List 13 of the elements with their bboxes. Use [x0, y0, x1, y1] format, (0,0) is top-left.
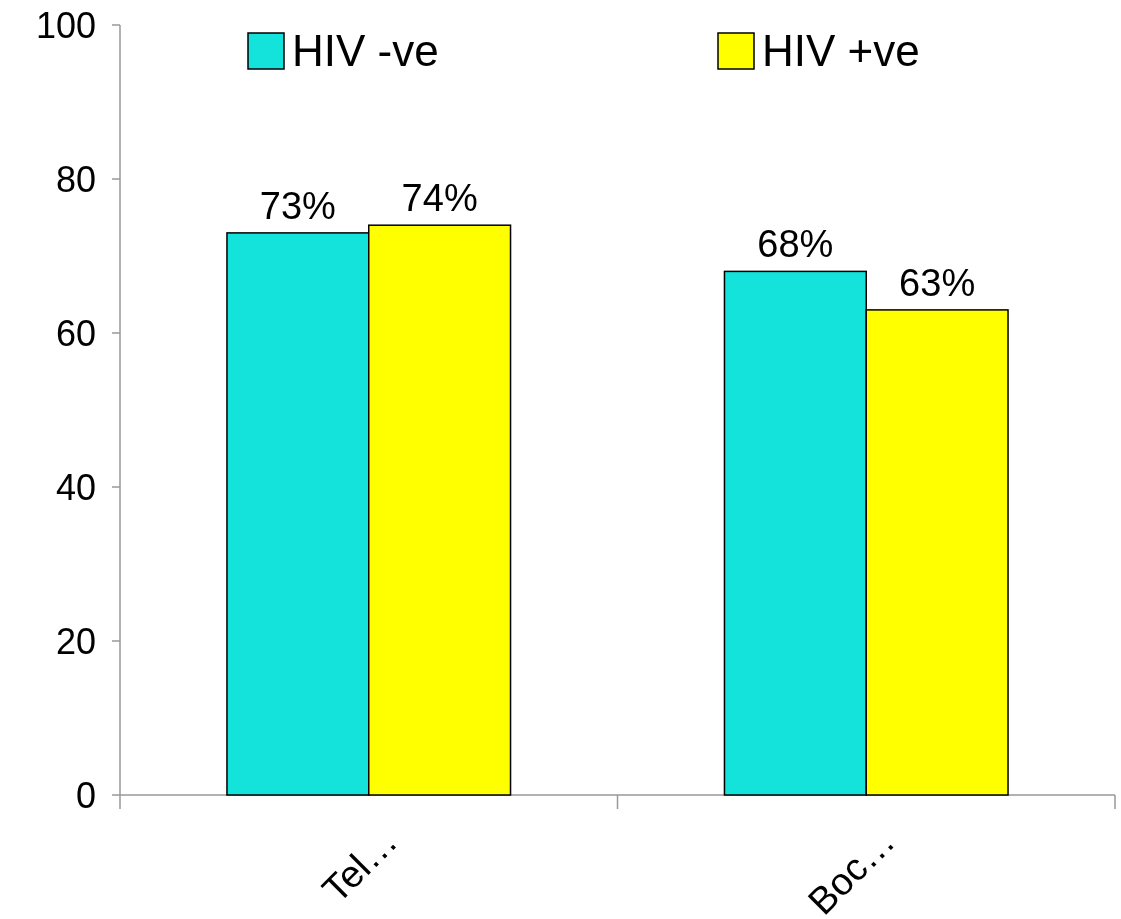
data-label: 73%: [259, 184, 336, 227]
data-label: 63%: [899, 261, 976, 304]
data-label: 74%: [401, 177, 478, 220]
y-tick-label: 100: [35, 4, 96, 46]
y-tick-label: 0: [75, 774, 96, 816]
y-tick-label: 40: [55, 466, 96, 508]
legend-label: HIV +ve: [762, 25, 920, 75]
y-tick-label: 20: [55, 620, 96, 662]
y-tick-label: 60: [55, 312, 96, 354]
y-tick-label: 80: [55, 158, 96, 200]
legend-label: HIV -ve: [292, 25, 439, 75]
x-tick-label: Tel…: [314, 819, 406, 911]
data-label: 68%: [757, 223, 834, 266]
